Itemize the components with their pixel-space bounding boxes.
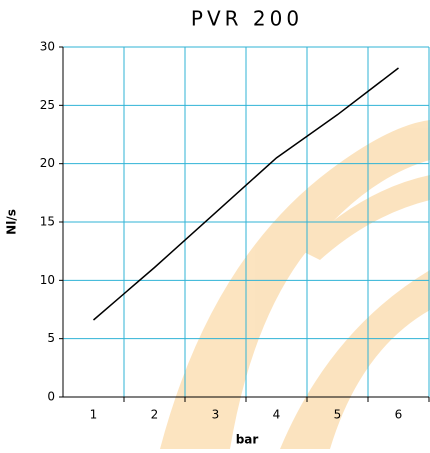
x-tick-label: 2 bbox=[151, 408, 159, 422]
y-tick-label: 30 bbox=[40, 40, 55, 54]
x-tick-label: 5 bbox=[334, 408, 342, 422]
y-axis-label: Nl/s bbox=[5, 209, 19, 235]
watermark bbox=[160, 120, 430, 449]
y-tick-label: 5 bbox=[47, 331, 55, 345]
x-tick-label: 6 bbox=[395, 408, 403, 422]
y-tick-label: 15 bbox=[40, 215, 55, 229]
watermark-swoosh bbox=[300, 175, 430, 260]
x-axis-label: bar bbox=[236, 433, 259, 447]
chart-title: PVR 200 bbox=[191, 7, 303, 31]
y-tick-label: 0 bbox=[47, 390, 55, 404]
watermark-swoosh bbox=[280, 270, 430, 449]
y-tick-label: 20 bbox=[40, 156, 55, 170]
watermark-swoosh bbox=[160, 120, 430, 449]
y-tick-label: 10 bbox=[40, 273, 55, 287]
x-tick-label: 3 bbox=[212, 408, 220, 422]
x-tick-label: 4 bbox=[273, 408, 281, 422]
data-line bbox=[93, 67, 399, 321]
y-tick-label: 25 bbox=[40, 98, 55, 112]
x-tick-label: 1 bbox=[90, 408, 98, 422]
